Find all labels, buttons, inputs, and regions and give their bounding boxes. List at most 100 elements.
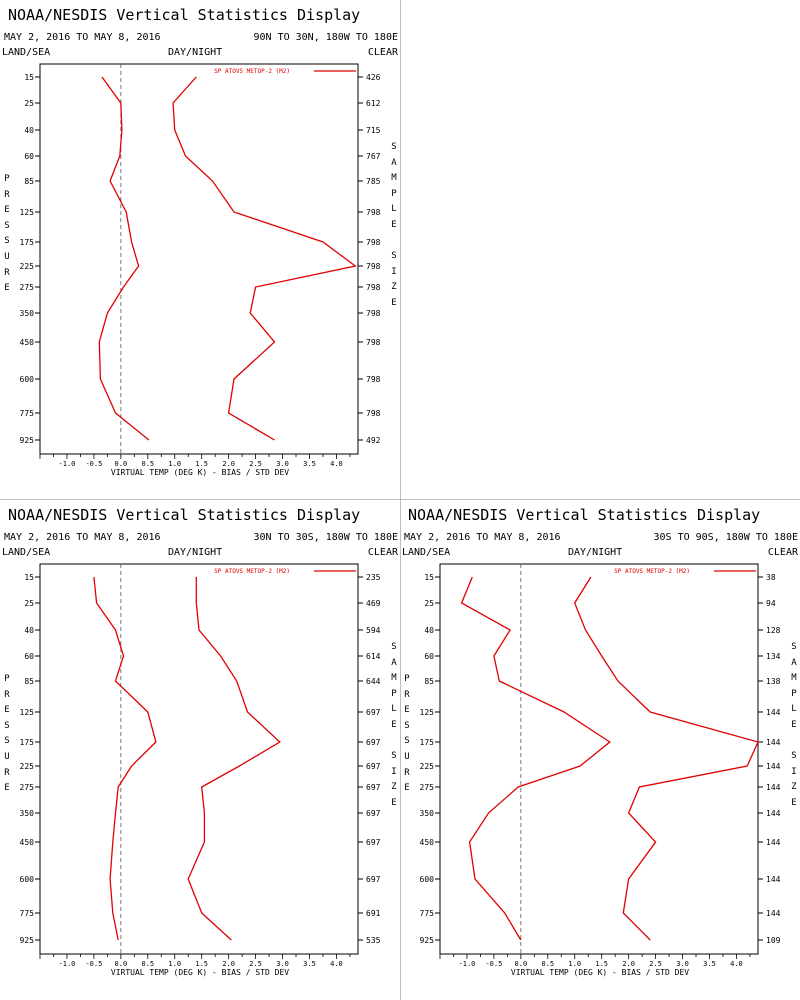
sample-size-value: 594 [366,626,381,635]
x-tick-label: 3.5 [703,960,716,968]
pressure-tick-label: 40 [24,626,34,635]
pressure-tick-label: 125 [20,708,35,717]
x-axis-label: VIRTUAL TEMP (DEG K) - BIAS / STD DEV [111,468,289,477]
sample-size-value: 697 [366,738,381,747]
pressure-tick-label: 175 [20,738,35,747]
pressure-tick-label: 350 [20,809,35,818]
sample-size-value: 144 [766,783,781,792]
sample-size-value: 612 [366,99,381,108]
panel-title: NOAA/NESDIS Vertical Statistics Display [8,506,361,524]
x-tick-label: 2.5 [249,960,262,968]
pressure-tick-label: 40 [24,126,34,135]
sample-size-value: 697 [366,809,381,818]
x-tick-label: -0.5 [85,460,102,468]
horizontal-divider [0,499,800,500]
x-tick-label: 1.5 [195,960,208,968]
land-sea-label: LAND/SEA [2,547,51,558]
date-range: MAY 2, 2016 TO MAY 8, 2016 [4,532,161,543]
sample-size-value: 109 [766,936,781,945]
sample-size-text: S A M P L E S I Z E [791,642,797,808]
sample-size-value: 691 [366,909,381,918]
pressure-tick-label: 175 [20,238,35,247]
chart-svg: SP ATOVS METOP-2 (M2) 15 426 25 612 40 715 60 76… [20,63,381,477]
pressure-tick-label: 40 [424,626,434,635]
pressure-tick-label: 125 [20,208,35,217]
x-tick-label: 3.0 [676,960,689,968]
pressure-tick-label: 85 [24,177,34,186]
x-tick-label: -0.5 [485,960,502,968]
pressure-tick-label: 15 [24,73,34,82]
panel-title: NOAA/NESDIS Vertical Statistics Display [8,6,361,24]
sample-size-value: 144 [766,838,781,847]
pressure-tick-label: 15 [424,573,434,582]
x-axis-label: VIRTUAL TEMP (DEG K) - BIAS / STD DEV [511,968,689,977]
pressure-tick-label: 60 [24,652,34,661]
pressure-tick-label: 775 [20,409,35,418]
region-label: 30S TO 90S, 180W TO 180E [653,532,799,543]
pressure-tick-label: 225 [20,262,35,271]
land-sea-label: LAND/SEA [2,47,51,58]
x-tick-label: 0.0 [115,460,128,468]
sample-size-value: 235 [366,573,381,582]
x-tick-label: 1.0 [568,960,581,968]
x-tick-label: -1.0 [59,960,76,968]
clear-label: CLEAR [367,47,398,58]
pressure-tick-label: 450 [420,838,435,847]
pressure-tick-label: 600 [20,875,35,884]
sample-size-text: S A M P L E S I Z E [391,142,397,308]
bias-line [93,576,157,941]
pressure-tick-label: 225 [20,762,35,771]
plot-frame [39,563,359,955]
x-tick-label: 4.0 [330,960,343,968]
std_dev-line [187,577,281,941]
x-tick-label: 2.0 [622,960,635,968]
sample-size-value: 492 [366,436,381,445]
sample-size-value: 38 [766,573,776,582]
sample-size-value: 614 [366,652,381,661]
sample-size-value: 144 [766,708,781,717]
std_dev-line [172,76,357,441]
sample-size-value: 138 [766,677,781,686]
day-night-label: DAY/NIGHT [568,547,623,558]
x-tick-label: 1.5 [195,460,208,468]
sample-size-value: 128 [766,626,781,635]
sample-size-value: 798 [366,309,381,318]
x-tick-label: 2.0 [222,460,235,468]
std_dev-line [573,576,759,941]
sample-size-value: 426 [366,73,381,82]
x-tick-label: 4.0 [730,960,743,968]
sample-size-value: 144 [766,738,781,747]
x-tick-label: 3.0 [276,960,289,968]
x-tick-label: 2.5 [649,960,662,968]
pressure-tick-label: 925 [420,936,435,945]
legend-label: SP ATOVS METOP-2 (M2) [614,568,690,575]
x-tick-label: 0.0 [515,960,528,968]
pressure-tick-label: 925 [20,936,35,945]
x-tick-label: -0.5 [85,960,102,968]
pressure-tick-label: 85 [424,677,434,686]
chart-panel-south: NOAA/NESDIS Vertical Statistics Display … [400,500,800,1000]
sample-size-value: 697 [366,838,381,847]
pressure-tick-label: 275 [420,783,435,792]
sample-size-label: S A M P L E S I Z E [389,140,399,312]
bias-line [98,76,150,441]
sample-size-value: 798 [366,208,381,217]
sample-size-value: 144 [766,909,781,918]
pressure-tick-label: 25 [24,99,34,108]
legend-label: SP ATOVS METOP-2 (M2) [214,568,290,575]
pressure-tick-label: 175 [420,738,435,747]
pressure-axis-label: P R E S S U R E [4,174,10,294]
pressure-tick-label: 225 [420,762,435,771]
pressure-tick-label: 775 [420,909,435,918]
sample-size-value: 469 [366,599,381,608]
chart-panel-tropics: NOAA/NESDIS Vertical Statistics Display … [0,500,400,1000]
pressure-tick-label: 25 [24,599,34,608]
pressure-tick-label: 275 [20,783,35,792]
land-sea-label: LAND/SEA [402,547,451,558]
sample-size-value: 715 [366,126,381,135]
x-tick-label: 1.5 [595,960,608,968]
sample-size-value: 535 [366,936,381,945]
x-tick-label: 2.0 [222,960,235,968]
sample-size-value: 144 [766,875,781,884]
sample-size-label: S A M P L E S I Z E [389,640,399,812]
